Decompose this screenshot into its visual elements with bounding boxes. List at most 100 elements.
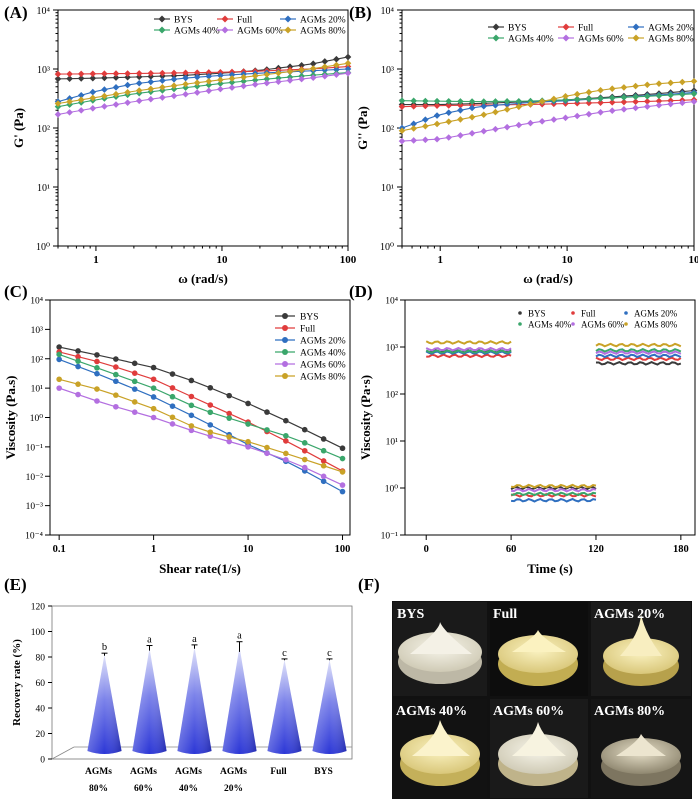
a-data-point <box>275 74 282 82</box>
b-data-point <box>643 103 651 110</box>
a-data-point <box>275 78 282 86</box>
e-significance-label: b <box>102 642 107 653</box>
a-data-point <box>77 91 85 99</box>
a-data-point <box>333 71 340 78</box>
c-data-point <box>245 421 251 427</box>
c-data-point <box>113 364 119 370</box>
panel-letter-d: (D) <box>349 282 373 301</box>
a-data-point <box>193 82 201 90</box>
c-y-tick-label: 10⁻⁴ <box>25 532 44 542</box>
a-data-point <box>205 81 213 89</box>
c-data-point <box>207 433 214 439</box>
c-data-point <box>320 447 327 454</box>
c-y-tick-label: 10⁻³ <box>26 502 44 512</box>
c-plot-frame <box>49 299 351 536</box>
b-data-point <box>422 102 429 110</box>
a-data-point <box>147 85 155 93</box>
a-data-point <box>321 58 329 65</box>
c-data-point <box>264 444 270 451</box>
e-bar-cone-shade <box>222 646 257 754</box>
a-data-point <box>333 55 340 63</box>
a-data-point <box>77 96 85 104</box>
photo-agms-40: AGMs 40% <box>393 699 487 798</box>
a-data-point <box>182 69 189 77</box>
a-data-point <box>170 69 178 77</box>
panel-letter-b: (B) <box>349 3 372 22</box>
e-bar-cone-shade <box>312 659 347 754</box>
a-data-point <box>286 77 294 84</box>
a-data-point <box>147 69 155 77</box>
d-y-tick-label: 10² <box>386 391 399 401</box>
d-series-segment <box>511 483 597 489</box>
b-y-tick-label: 10⁰ <box>380 242 394 253</box>
a-data-point <box>217 72 224 79</box>
b-x-tick-label: 10 <box>562 254 574 266</box>
d-legend-label: BYS <box>528 309 546 319</box>
c-data-point <box>56 376 62 383</box>
a-data-point <box>251 76 259 84</box>
c-y-tick-label: 10¹ <box>31 385 44 395</box>
d-series-segment <box>511 487 597 493</box>
b-legend-marker <box>492 23 500 31</box>
a-data-point <box>54 70 62 78</box>
b-data-point <box>597 95 604 102</box>
c-data-point <box>94 370 100 377</box>
b-y-axis-label: G'' (Pa) <box>355 106 370 150</box>
a-data-point <box>286 68 294 75</box>
d-x-tick-label: 60 <box>506 544 517 555</box>
e-x-tick-label: BYS <box>314 767 332 777</box>
b-legend-label: AGMs 60% <box>578 35 624 45</box>
d-series-segment <box>511 497 597 503</box>
b-data-point <box>643 92 651 100</box>
c-legend-label: Full <box>300 325 316 335</box>
b-data-point <box>503 98 511 105</box>
c-data-point <box>169 414 176 421</box>
c-legend-marker <box>282 361 288 367</box>
b-data-point <box>690 90 698 98</box>
a-data-point <box>217 80 224 87</box>
b-data-point <box>503 106 511 113</box>
a-data-point <box>112 74 120 81</box>
d-plot-frame <box>404 299 696 536</box>
photo-label-full: Full <box>493 607 517 622</box>
c-data-point <box>150 385 157 391</box>
c-data-point <box>283 432 289 439</box>
d-y-axis-label: Viscosity (Pa·s) <box>358 375 373 460</box>
d-legend-label: AGMs 40% <box>528 320 572 330</box>
photo-label-agms-60: AGMs 60% <box>493 704 564 719</box>
e-y-tick-label: 80 <box>36 654 46 664</box>
b-data-point <box>679 91 686 98</box>
c-data-point <box>320 478 327 485</box>
b-legend-label: AGMs 20% <box>648 24 694 34</box>
b-data-point <box>492 101 499 109</box>
c-x-tick-label: 100 <box>335 544 351 555</box>
a-data-point <box>147 95 155 103</box>
c-data-point <box>56 356 62 363</box>
b-data-point <box>422 136 429 144</box>
e-x-tick-label: 20% <box>224 784 243 794</box>
b-data-point <box>527 119 534 127</box>
a-legend-marker <box>221 15 229 23</box>
a-legend-marker <box>158 26 166 34</box>
b-data-point <box>573 96 581 103</box>
b-data-point <box>597 86 604 94</box>
d-series-segment <box>425 349 512 354</box>
b-data-point <box>585 95 593 103</box>
c-y-tick-label: 10³ <box>31 326 44 336</box>
a-data-point <box>89 88 97 96</box>
c-y-tick-label: 10⁻² <box>26 473 44 483</box>
e-x-tick-label: AGMs <box>175 767 202 777</box>
b-data-point <box>690 98 698 105</box>
b-data-point <box>667 79 674 87</box>
b-y-tick-label: 10³ <box>381 65 394 76</box>
a-data-point <box>89 105 97 112</box>
b-legend-marker <box>562 23 570 31</box>
a-y-tick-label: 10⁰ <box>36 242 50 253</box>
panel-letter-a: (A) <box>4 3 28 22</box>
a-data-point <box>298 66 305 74</box>
panel-f-photos: BYS Full AGMs 20% AGMs 40% <box>392 601 692 799</box>
a-data-point <box>321 66 329 74</box>
e-x-tick-label: AGMs <box>220 767 247 777</box>
c-data-point <box>245 438 251 445</box>
